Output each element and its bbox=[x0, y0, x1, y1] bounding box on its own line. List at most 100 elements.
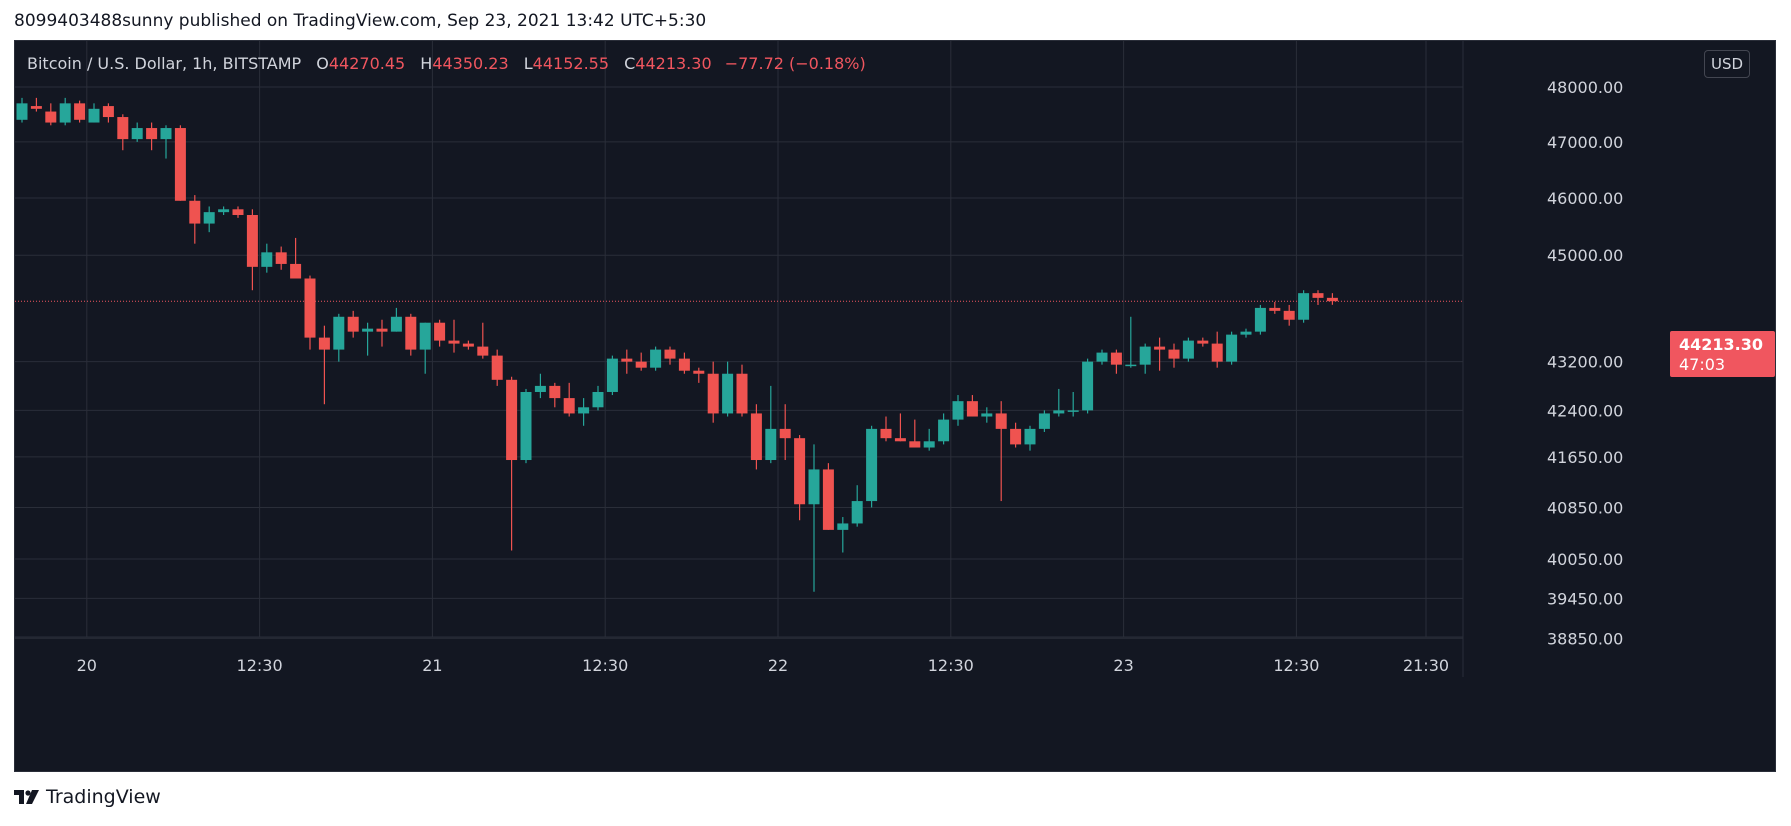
candlestick-chart[interactable]: 48000.00 47000.00 46000.00 45000.00 43200.00… bbox=[15, 41, 1777, 773]
candle-body-up[interactable] bbox=[650, 349, 662, 368]
candle-body-up[interactable] bbox=[592, 391, 604, 408]
candle-body-down[interactable] bbox=[1154, 346, 1166, 350]
candle-body-up[interactable] bbox=[578, 407, 590, 414]
candle-body-up[interactable] bbox=[160, 128, 172, 140]
candle-body-up[interactable] bbox=[1226, 334, 1238, 362]
candle-body-up[interactable] bbox=[1082, 361, 1094, 411]
symbol-title[interactable]: Bitcoin / U.S. Dollar, 1h, BITSTAMP bbox=[27, 54, 302, 73]
candle-body-down[interactable] bbox=[894, 438, 906, 442]
candle-body-down[interactable] bbox=[1168, 349, 1180, 359]
candle-body-up[interactable] bbox=[981, 413, 993, 417]
candle-body-up[interactable] bbox=[1254, 307, 1266, 332]
candle-body-up[interactable] bbox=[203, 212, 215, 224]
candle-body-down[interactable] bbox=[232, 209, 244, 215]
candle-body-down[interactable] bbox=[1110, 352, 1122, 365]
candle-body-down[interactable] bbox=[750, 413, 762, 461]
candle-body-down[interactable] bbox=[678, 358, 690, 371]
candle-body-down[interactable] bbox=[347, 316, 359, 332]
candle-body-down[interactable] bbox=[1283, 310, 1295, 320]
candle-body-down[interactable] bbox=[1211, 343, 1223, 362]
candle-body-up[interactable] bbox=[851, 501, 863, 524]
candle-body-up[interactable] bbox=[1067, 410, 1079, 412]
candle-body-down[interactable] bbox=[246, 214, 258, 267]
candle-body-down[interactable] bbox=[405, 316, 417, 350]
candle-body-down[interactable] bbox=[318, 337, 330, 350]
candle-body-down[interactable] bbox=[117, 117, 129, 140]
candle-body-up[interactable] bbox=[59, 103, 71, 123]
candle-body-down[interactable] bbox=[290, 263, 302, 279]
candle-body-down[interactable] bbox=[822, 469, 834, 530]
candle-body-up[interactable] bbox=[1096, 352, 1108, 362]
candle-body-up[interactable] bbox=[333, 316, 345, 350]
x-tick-label: 20 bbox=[77, 656, 97, 675]
candle-body-down[interactable] bbox=[621, 358, 633, 362]
candle-body-down[interactable] bbox=[779, 428, 791, 439]
y-tick-label: 42400.00 bbox=[1547, 401, 1623, 420]
candle-body-down[interactable] bbox=[304, 278, 316, 338]
candle-body-down[interactable] bbox=[736, 373, 748, 414]
candle-body-up[interactable] bbox=[218, 209, 230, 213]
candle-body-up[interactable] bbox=[1053, 410, 1065, 414]
candle-body-down[interactable] bbox=[707, 373, 719, 414]
candle-body-down[interactable] bbox=[45, 111, 57, 123]
x-tick-label: 12:30 bbox=[928, 656, 974, 675]
candle-body-up[interactable] bbox=[1024, 428, 1036, 445]
candle-body-up[interactable] bbox=[808, 469, 820, 505]
candle-body-down[interactable] bbox=[491, 355, 503, 380]
candle-body-up[interactable] bbox=[419, 322, 431, 350]
tradingview-logo[interactable]: TradingView bbox=[14, 786, 161, 808]
candle-body-down[interactable] bbox=[376, 328, 388, 332]
candle-body-up[interactable] bbox=[923, 441, 935, 448]
candle-body-down[interactable] bbox=[74, 103, 86, 120]
candle-body-up[interactable] bbox=[88, 108, 100, 123]
candle-body-up[interactable] bbox=[362, 328, 374, 332]
candle-body-up[interactable] bbox=[534, 385, 546, 392]
candle-body-down[interactable] bbox=[1312, 293, 1324, 298]
candle-body-up[interactable] bbox=[131, 128, 143, 140]
candle-body-down[interactable] bbox=[506, 379, 518, 461]
candle-body-up[interactable] bbox=[952, 401, 964, 420]
candle-body-up[interactable] bbox=[722, 373, 734, 414]
candle-body-down[interactable] bbox=[448, 340, 460, 344]
candle-body-down[interactable] bbox=[693, 370, 705, 374]
candle-body-down[interactable] bbox=[966, 401, 978, 417]
candle-body-up[interactable] bbox=[765, 428, 777, 461]
candle-body-down[interactable] bbox=[174, 128, 186, 201]
candle-body-down[interactable] bbox=[1269, 307, 1281, 311]
candle-body-down[interactable] bbox=[146, 128, 158, 140]
candle-body-down[interactable] bbox=[102, 106, 114, 118]
candle-body-up[interactable] bbox=[1240, 331, 1252, 335]
currency-button[interactable]: USD bbox=[1704, 50, 1750, 78]
candle-body-up[interactable] bbox=[1125, 364, 1137, 367]
candle-body-up[interactable] bbox=[390, 316, 402, 332]
candle-body-down[interactable] bbox=[1197, 340, 1209, 344]
candle-body-down[interactable] bbox=[880, 428, 892, 439]
candle-body-down[interactable] bbox=[995, 413, 1007, 429]
candle-body-down[interactable] bbox=[909, 441, 921, 448]
candle-body-down[interactable] bbox=[1010, 428, 1022, 445]
candle-body-up[interactable] bbox=[866, 428, 878, 502]
candle-body-down[interactable] bbox=[189, 200, 201, 224]
candle-body-up[interactable] bbox=[938, 419, 950, 442]
candle-body-up[interactable] bbox=[16, 103, 28, 120]
candle-body-up[interactable] bbox=[606, 358, 618, 392]
candle-body-up[interactable] bbox=[1182, 340, 1194, 359]
candle-body-down[interactable] bbox=[434, 322, 446, 341]
candle-body-up[interactable] bbox=[1298, 293, 1310, 320]
candle-body-down[interactable] bbox=[563, 398, 575, 414]
candle-body-down[interactable] bbox=[664, 349, 676, 359]
candle-body-down[interactable] bbox=[477, 346, 489, 356]
candle-body-down[interactable] bbox=[30, 106, 42, 109]
candle-body-up[interactable] bbox=[1038, 413, 1050, 429]
candle-body-down[interactable] bbox=[1326, 297, 1338, 302]
chart-frame[interactable]: 48000.00 47000.00 46000.00 45000.00 43200.00… bbox=[14, 40, 1776, 772]
candle-body-up[interactable] bbox=[837, 523, 849, 530]
candle-body-up[interactable] bbox=[520, 391, 532, 461]
candle-body-up[interactable] bbox=[1139, 346, 1151, 365]
candle-body-down[interactable] bbox=[635, 361, 647, 368]
candle-body-up[interactable] bbox=[261, 252, 273, 267]
candle-body-down[interactable] bbox=[462, 343, 474, 347]
candle-body-down[interactable] bbox=[549, 385, 561, 399]
candle-body-down[interactable] bbox=[794, 438, 806, 505]
candle-body-down[interactable] bbox=[275, 252, 287, 264]
